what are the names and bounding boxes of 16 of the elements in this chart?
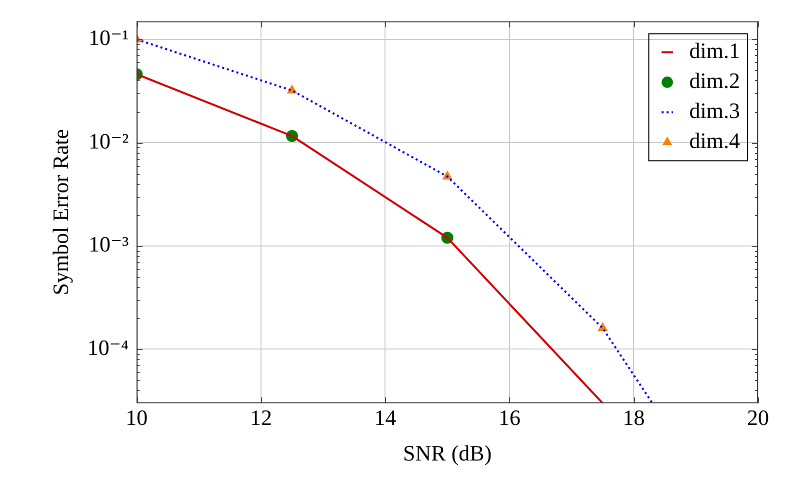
x-tick-label: 10	[126, 405, 148, 430]
y-tick-label: 10⁻²	[88, 128, 130, 154]
x-tick-label: 14	[374, 405, 396, 430]
x-tick-label: 12	[250, 405, 272, 430]
legend-label: dim.3	[689, 98, 740, 123]
legend-label: dim.1	[689, 38, 740, 63]
x-tick-label: 16	[498, 405, 520, 430]
y-tick-label: 10⁻⁴	[87, 334, 129, 360]
legend-label: dim.4	[689, 128, 740, 153]
x-tick-label: 20	[747, 405, 769, 430]
y-tick-label: 10⁻³	[88, 232, 130, 257]
x-tick-label: 18	[622, 405, 645, 430]
legend-label: dim.2	[689, 68, 740, 93]
x-axis-title: SNR (dB)	[403, 440, 492, 466]
y-axis-title: Symbol Error Rate	[48, 129, 73, 296]
y-tick-label: 10⁻¹	[88, 25, 129, 50]
